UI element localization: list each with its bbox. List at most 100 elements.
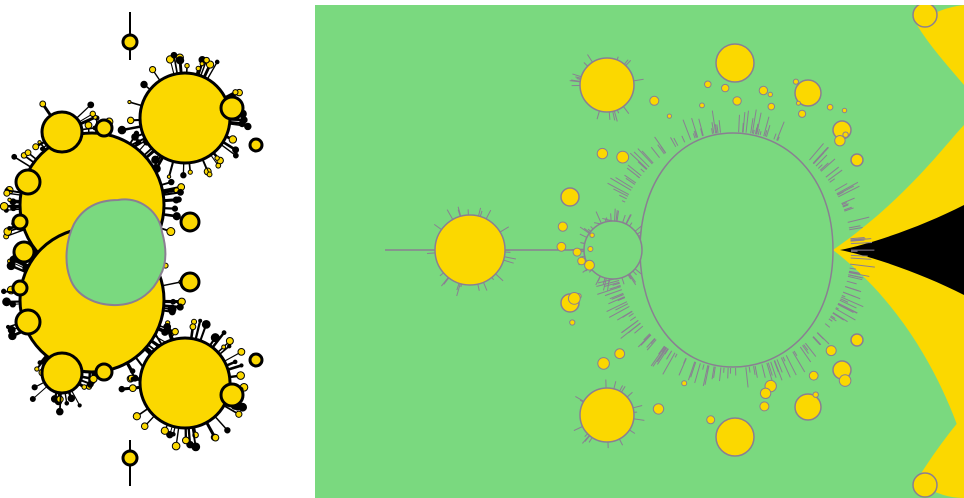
mandelbrot-filament [711,128,714,134]
julia-dendrite-tip [189,323,197,331]
satellite-bulb [579,57,635,113]
mandelbrot-filament [812,336,821,346]
julia-dendrite [79,115,96,126]
mandelbrot-tiny-bulb [841,107,848,114]
julia-dendrite-tip [131,133,139,141]
mandelbrot-tiny-bulb [577,256,586,266]
julia-bulb-small [121,33,139,51]
mandelbrot-filament [606,301,628,312]
julia-dendrite-tip [181,436,190,445]
mandelbrot-filament [836,181,859,195]
mandelbrot-filament [842,203,849,207]
julia-dendrite-tip [171,205,179,212]
mandelbrot-filament [838,185,860,198]
mandelbrot-filament [495,273,504,282]
mandelbrot-filament [478,207,482,217]
julia-bulb-small [248,137,264,153]
mandelbrot-filament [617,284,621,287]
mandelbrot-filament [844,207,854,212]
julia-dendrite-tip [221,330,227,336]
mandelbrot-filament [617,297,626,302]
mandelbrot-filament [849,267,856,270]
mandelbrot-filament [673,137,679,146]
julia-dendrite-tip [126,116,135,125]
mandelbrot-filament [606,278,610,292]
mandelbrot-filament [847,216,870,223]
mandelbrot-filament [693,130,697,138]
satellite-bulb [715,43,755,83]
mandelbrot-tiny-bulb [569,319,576,326]
mandelbrot-filament [841,295,846,298]
mandelbrot-filament [656,348,669,365]
mandelbrot-filament [637,334,651,348]
julia-dendrite-tip [206,171,213,178]
mandelbrot-filament [569,80,581,83]
edge-black-sliver [840,205,964,295]
mandelbrot-filament [657,144,665,155]
mandelbrot-filament [838,302,858,314]
mandelbrot-filament [777,136,780,141]
mandelbrot-filament [843,206,852,211]
julia-dendrite-tip [163,323,172,331]
mandelbrot-filament [830,315,836,319]
mandelbrot-filament [602,277,606,284]
julia-dendrite-tip [171,441,181,451]
julia-dendrite [32,385,48,400]
mandelbrot-filament [628,313,634,317]
julia-dendrite-tip [31,384,38,391]
mandelbrot-filament [571,79,581,82]
julia-dendrite-tip [89,374,98,384]
mandelbrot-filament [587,54,593,63]
period-2-bulb [583,220,643,280]
mandelbrot-filament [446,209,454,220]
mandelbrot-filament [623,59,629,65]
julia-dendrite-tip [171,431,176,437]
mandelbrot-filament [761,364,766,378]
mandelbrot-filament [625,60,632,66]
julia-bulb-small [14,168,42,196]
julia-dendrite-tip [239,363,244,368]
satellite-bulb [912,472,938,498]
mandelbrot-filament [479,210,483,217]
julia-dendrite-tip [0,202,9,211]
julia-dendrite-tip [117,125,127,135]
mandelbrot-filament [682,119,692,141]
mandelbrot-filament [646,338,656,348]
julia-bulb-small [219,382,245,408]
julia-dendrite-tip [127,99,132,105]
mandelbrot-filament [634,325,644,334]
mandelbrot-filament [713,366,716,378]
julia-dendrite-tip [2,297,11,307]
mandelbrot-filament [683,357,687,364]
julia-dendrite-tip [232,359,238,365]
mandelbrot-tiny-bulb [616,150,630,164]
mandelbrot-tiny-bulb [732,96,742,106]
julia-bulb-lower-right [138,336,232,430]
mandelbrot-tiny-bulb [706,415,716,425]
mandelbrot-filament [711,110,717,134]
mandelbrot-filament [641,150,654,164]
mandelbrot-filament [780,357,791,378]
mandelbrot-tiny-bulb [596,147,609,160]
julia-bulb-small [121,449,139,467]
julia-dendrite [162,281,181,287]
mandelbrot-filament [829,316,837,322]
satellite-bulb [912,5,938,28]
julia-dendrite-tip [184,62,190,69]
julia-dendrite-tip [29,396,36,403]
mandelbrot-filament [674,353,678,358]
mandelbrot-filament [622,311,633,318]
julia-dendrite-tip [64,400,70,406]
julia-dendrite-tip [175,56,185,65]
mandelbrot-filament [443,277,450,285]
mandelbrot-filament [802,345,809,354]
mandelbrot-filament [754,365,758,378]
julia-dendrite-tip [199,61,205,67]
mandelbrot-filament [759,131,762,136]
mandelbrot-filament [756,126,759,135]
mandelbrot-filament [774,360,783,381]
julia-dendrite-tip [232,89,239,96]
julia-dendrite-tip [160,426,169,435]
mandelbrot-filament [609,292,624,300]
